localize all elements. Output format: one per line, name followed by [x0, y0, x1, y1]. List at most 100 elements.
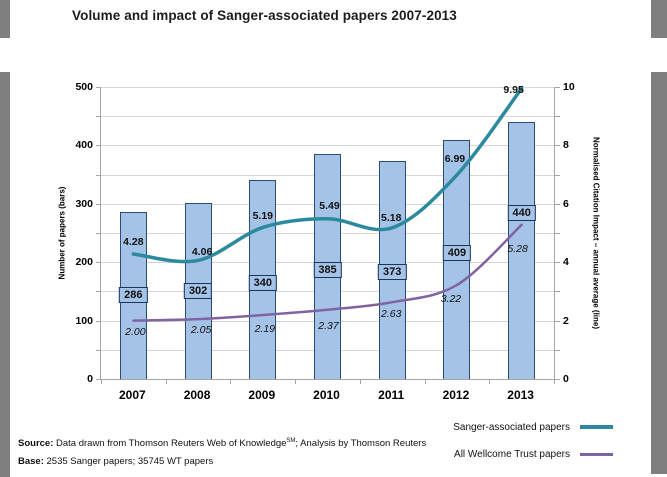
y-axis-tick-label-right: 6 — [563, 197, 569, 210]
line-series-layer — [131, 86, 524, 322]
line-value-label: 2.00 — [125, 325, 146, 338]
gridline — [101, 145, 554, 147]
y-axis-tick-label-left: 200 — [75, 256, 93, 269]
gridline — [101, 116, 554, 118]
y-axis-tick-left — [96, 145, 101, 147]
y-axis-tick-label-left: 500 — [75, 81, 93, 93]
line-value-label: 6.99 — [444, 152, 466, 165]
y-axis-tick-label-right: 8 — [563, 139, 569, 152]
x-axis-label: 2009 — [248, 388, 276, 402]
canvas-edge-left — [0, 72, 10, 477]
y-axis-tick-left — [96, 349, 101, 351]
y-axis-tick-label-right: 4 — [563, 256, 569, 269]
y-axis-tick-right — [554, 320, 560, 322]
x-axis-tick — [359, 379, 361, 384]
y-axis-tick-right — [554, 379, 560, 380]
y-axis-tick-left — [96, 320, 101, 322]
y-axis-tick-right — [554, 145, 560, 147]
y-axis-tick-label-right: 10 — [563, 81, 575, 93]
wellcome-trust-papers-line — [132, 223, 523, 322]
y-axis-tick-left — [96, 174, 101, 176]
source-text: Data drawn from Thomson Reuters Web of K… — [53, 438, 287, 450]
page-title: Volume and impact of Sanger-associated p… — [72, 8, 457, 23]
line-value-label: 2.63 — [380, 308, 402, 321]
x-axis-label: 2008 — [183, 388, 211, 402]
bar-value-box: 302 — [183, 282, 213, 299]
x-axis-tick — [295, 379, 297, 384]
legend-line-swatch — [580, 452, 613, 456]
legend-item: All Wellcome Trust papers — [453, 447, 613, 461]
y-axis-tick-right — [554, 262, 560, 264]
bar-value-box: 385 — [313, 261, 342, 278]
y-axis-tick-label-right: 0 — [563, 373, 569, 385]
line-value-label: 5.28 — [507, 242, 528, 255]
y-axis-tick-right — [554, 291, 560, 293]
bar-value-box: 409 — [442, 244, 472, 261]
bar-value-box: 373 — [378, 264, 407, 281]
line-value-label: 4.06 — [191, 246, 213, 259]
y-axis-tick-left — [96, 262, 101, 264]
line-value-label: 2.05 — [190, 324, 212, 337]
line-value-label: 5.49 — [319, 199, 340, 212]
y-axis-tick-left — [96, 379, 101, 380]
base-note: Base: 2535 Sanger papers; 35745 WT paper… — [18, 456, 426, 467]
y-axis-tick-right — [554, 233, 560, 234]
y-axis-tick-right — [554, 116, 560, 118]
x-axis-label: 2013 — [507, 388, 534, 402]
x-axis-label: 2007 — [118, 388, 146, 402]
line-value-label: 5.19 — [252, 210, 273, 223]
y-axis-tick-label-left: 400 — [75, 139, 93, 152]
y-axis-tick-right — [554, 87, 560, 88]
canvas-edge-top-left — [0, 0, 10, 38]
source-text-2: ; Analysis by Thomson Reuters — [295, 438, 427, 450]
line-value-label: 4.28 — [123, 236, 144, 249]
legend-item-label: All Wellcome Trust papers — [454, 448, 570, 460]
x-axis-tick — [424, 379, 426, 384]
gridline — [101, 87, 554, 88]
bar-value-box: 286 — [119, 286, 148, 303]
x-axis-tick — [230, 379, 232, 384]
legend-line-swatch — [580, 425, 613, 429]
line-value-label: 2.19 — [254, 323, 275, 336]
legend-item-label: Sanger-associated papers — [453, 421, 570, 433]
line-value-label: 5.18 — [380, 211, 402, 224]
y-axis-tick-label-right: 2 — [563, 314, 569, 327]
line-value-label: 9.95 — [503, 84, 524, 97]
canvas-edge-top-right — [651, 0, 667, 38]
base-text: 2535 Sanger papers; 35745 WT papers — [43, 456, 214, 468]
x-axis-tick — [101, 379, 102, 384]
y-axis-tick-left — [96, 116, 101, 118]
plot-area: 286 302 340 385 373 409 440 4.28 4.06 5.19 5.49 5.1… — [96, 84, 560, 384]
x-axis-label: 2012 — [442, 388, 470, 402]
legend-item: Sanger-associated papers — [453, 420, 613, 434]
legend: Sanger-associated papers All Wellcome Tru… — [453, 420, 613, 474]
footnotes: Source: Data drawn from Thomson Reuters … — [18, 438, 426, 474]
x-axis-tick — [165, 379, 167, 384]
x-axis-tick — [554, 379, 555, 384]
x-axis-label: 2010 — [313, 388, 340, 402]
canvas-edge-right — [651, 72, 667, 474]
y-axis-tick-left — [96, 87, 101, 88]
source-superscript: SM — [286, 438, 296, 444]
y-axis-tick-label-left: 0 — [87, 373, 93, 385]
base-label: Base: — [18, 456, 44, 468]
bar — [508, 122, 536, 379]
y-axis-tick-right — [554, 174, 560, 176]
line-value-label: 3.22 — [440, 292, 462, 305]
y-axis-tick-label-left: 300 — [75, 197, 93, 210]
y-axis-tick-left — [96, 291, 101, 293]
y-axis-tick-left — [96, 203, 101, 205]
bar-value-box: 440 — [507, 205, 536, 222]
y-axis-tick-right — [554, 203, 560, 205]
source-note: Source: Data drawn from Thomson Reuters … — [18, 438, 426, 449]
source-label: Source: — [18, 438, 54, 450]
y-axis-tick-right — [554, 349, 560, 351]
sanger-papers-line — [131, 86, 524, 264]
y-axis-title-right: Normalised Citation Impact – annual aver… — [591, 136, 601, 330]
y-axis-tick-label-left: 100 — [75, 314, 93, 327]
line-value-label: 2.37 — [318, 319, 339, 332]
x-axis-label: 2011 — [378, 388, 405, 402]
bar-value-box: 340 — [248, 275, 277, 292]
